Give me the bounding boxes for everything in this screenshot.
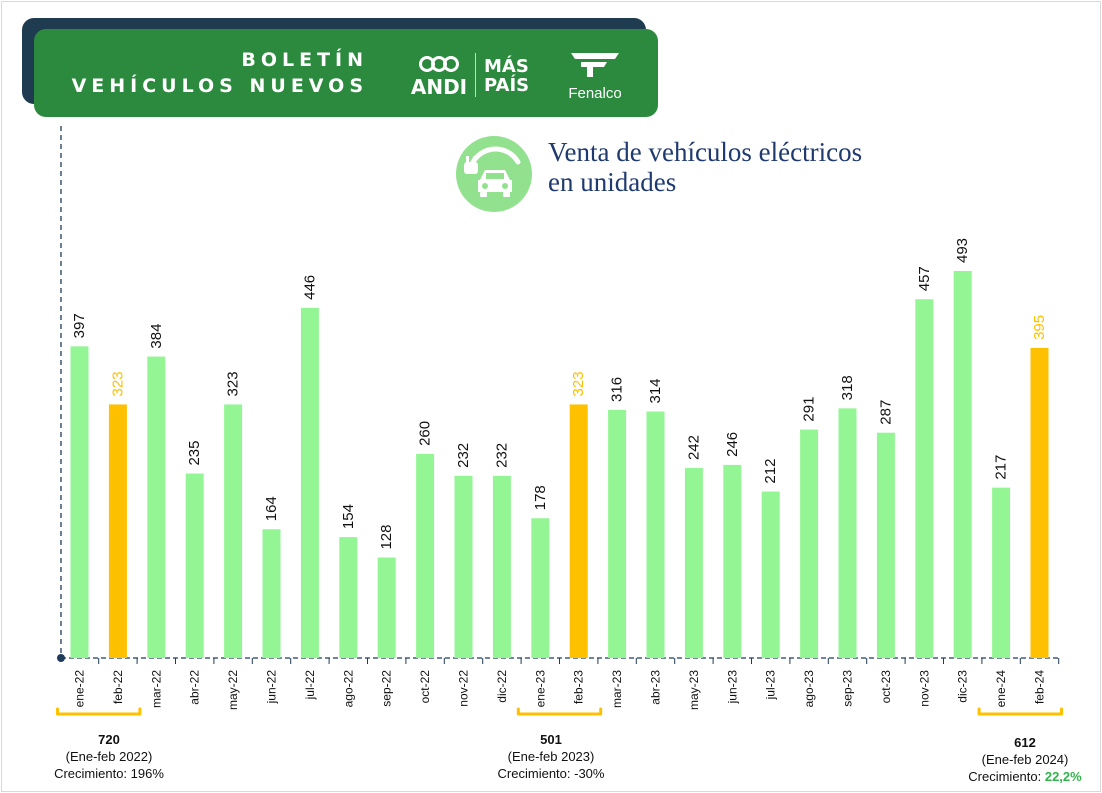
bulletin-title-line1: BOLETÍN — [241, 49, 368, 71]
header-banner: BOLETÍN VEHÍCULOS NUEVOS ANDI MÁS PAÍS F… — [34, 29, 658, 117]
summary-growth-label: Crecimiento: — [54, 766, 131, 781]
andi-rings-icon — [419, 56, 459, 72]
bulletin-title: BOLETÍN VEHÍCULOS NUEVOS — [72, 47, 368, 99]
summary-growth-value: -30% — [574, 766, 605, 781]
chart-title-line2: en unidades — [548, 167, 677, 197]
bulletin-title-line2: VEHÍCULOS NUEVOS — [71, 75, 368, 97]
summary-total: 501 — [540, 732, 562, 747]
summary-2022: 720 (Ene-feb 2022) Crecimiento: 196% — [34, 731, 184, 782]
chart-title-line1: Venta de vehículos eléctricos — [548, 137, 863, 167]
electric-car-icon — [456, 136, 532, 212]
summary-total: 612 — [1014, 735, 1036, 750]
mas-pais-logo: MÁS PAÍS — [484, 57, 529, 95]
fenalco-logo: Fenalco — [560, 49, 630, 102]
fenalco-emblem-icon — [571, 53, 619, 77]
andi-wordmark: ANDI — [410, 75, 468, 99]
summary-period: (Ene-feb 2023) — [507, 749, 595, 764]
summary-2023: 501 (Ene-feb 2023) Crecimiento: -30% — [476, 731, 626, 782]
logo-divider — [475, 53, 476, 97]
summary-total: 720 — [98, 732, 120, 747]
summary-growth-label: Crecimiento: — [968, 769, 1045, 784]
mas-pais-line1: MÁS — [484, 56, 529, 77]
fenalco-wordmark: Fenalco — [568, 85, 622, 102]
summary-growth-value: 22,2% — [1044, 769, 1082, 784]
mas-pais-line2: PAÍS — [484, 75, 530, 96]
summary-period: (Ene-feb 2024) — [981, 752, 1069, 767]
summary-2024: 612 (Ene-feb 2024) Crecimiento: 22,2% — [950, 734, 1100, 785]
summary-period: (Ene-feb 2022) — [65, 749, 153, 764]
andi-logo: ANDI — [410, 55, 468, 99]
summary-growth-value: 196% — [130, 766, 164, 781]
summary-growth-label: Crecimiento: — [497, 766, 575, 781]
chart-title: Venta de vehículos eléctricos en unidade… — [548, 137, 862, 197]
